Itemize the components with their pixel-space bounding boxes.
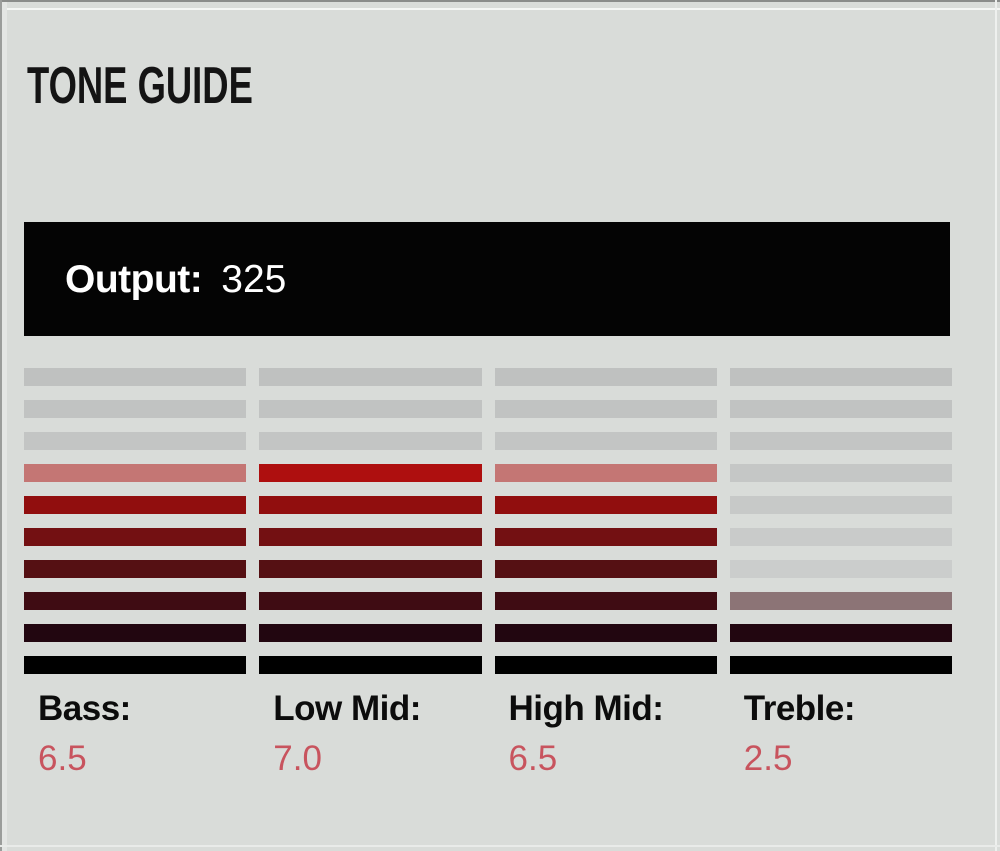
meter-segment (494, 528, 717, 546)
band-label-cell-high-mid: High Mid: 6.5 (495, 691, 717, 776)
meter-segment (259, 624, 482, 642)
frame-artifact-top-highlight (0, 8, 1000, 10)
meter-segment (24, 464, 247, 482)
meter-segment (729, 368, 952, 386)
meter-segment (494, 368, 717, 386)
meter-segment (259, 528, 482, 546)
meter-segment (494, 624, 717, 642)
band-value: 2.5 (743, 739, 793, 778)
page-title: TONE GUIDE (27, 57, 253, 115)
band-label: High Mid: (508, 689, 664, 728)
meter-segment (259, 464, 482, 482)
band-label-cell-bass: Bass: 6.5 (24, 691, 246, 776)
meter-segment (24, 656, 247, 674)
meter-segment (494, 464, 717, 482)
meter-segment (259, 432, 482, 450)
meter-segment (494, 496, 717, 514)
meter-segment (494, 560, 717, 578)
meter-segment (259, 400, 482, 418)
band-value: 6.5 (38, 739, 87, 778)
meter-segment (24, 624, 247, 642)
meter-segment (24, 432, 247, 450)
meter-segment (259, 368, 482, 386)
meter-segment (494, 592, 717, 610)
meter-segment (729, 496, 952, 514)
meter-segment (729, 528, 952, 546)
frame-artifact-left-highlight (2, 2, 7, 851)
meter-segment (729, 464, 952, 482)
meter-segment (259, 656, 482, 674)
band-label: Bass: (38, 689, 131, 728)
output-label: Output: (65, 257, 203, 301)
meter-segment (494, 432, 717, 450)
meter-segment (729, 432, 952, 450)
frame-artifact-right-highlight (995, 0, 997, 851)
frame-artifact-bottom-highlight (0, 845, 1000, 847)
output-value: 325 (221, 257, 287, 301)
meter-segment (729, 624, 952, 642)
meter-segment (729, 656, 952, 674)
tone-meter (24, 368, 952, 674)
band-labels: Bass: 6.5 Low Mid: 7.0 High Mid: 6.5 Tre… (24, 691, 952, 776)
band-label: Low Mid: (273, 689, 421, 728)
band-value: 7.0 (273, 739, 322, 778)
frame-artifact-top (0, 0, 1000, 2)
meter-segment (494, 400, 717, 418)
output-bar: Output: 325 (24, 222, 950, 336)
meter-segment (24, 592, 247, 610)
meter-segment (259, 560, 482, 578)
meter-segment (729, 400, 952, 418)
meter-band-bass (24, 368, 247, 674)
meter-segment (259, 496, 482, 514)
meter-segment (729, 592, 952, 610)
meter-segment (24, 528, 247, 546)
meter-segment (24, 496, 247, 514)
meter-segment (24, 368, 247, 386)
frame-artifact-left (0, 0, 2, 851)
meter-segment (494, 656, 717, 674)
meter-segment (24, 560, 247, 578)
meter-segment (259, 592, 482, 610)
band-value: 6.5 (508, 739, 558, 778)
meter-segment (24, 400, 247, 418)
meter-segment (729, 560, 952, 578)
meter-band-treble (729, 368, 952, 674)
meter-band-high-mid (494, 368, 717, 674)
band-label: Treble: (743, 689, 856, 728)
band-label-cell-treble: Treble: 2.5 (730, 691, 952, 776)
band-label-cell-low-mid: Low Mid: 7.0 (259, 691, 481, 776)
meter-band-low-mid (259, 368, 482, 674)
